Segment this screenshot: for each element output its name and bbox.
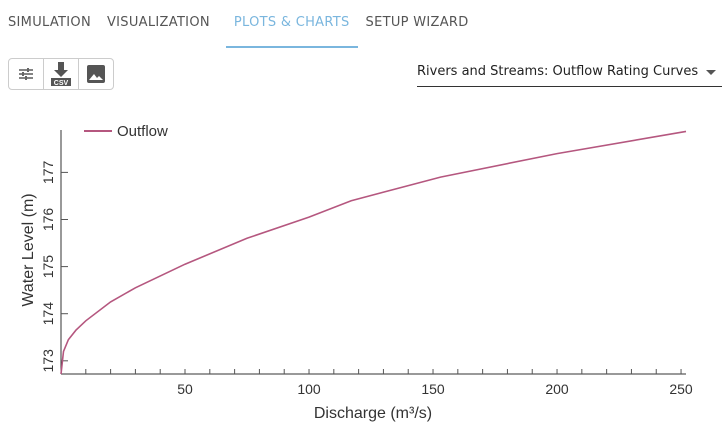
main-tabs: SIMULATION VISUALIZATION PLOTS & CHARTS … [0, 0, 477, 48]
save-image-button[interactable] [79, 59, 113, 89]
sliders-icon [19, 68, 33, 80]
tab-setup-wizard[interactable]: SETUP WIZARD [365, 15, 469, 30]
csv-badge: CSV [54, 80, 69, 87]
image-icon [87, 65, 105, 83]
x-axis-label: Discharge (m³/s) [314, 405, 432, 422]
x-tick-label: 50 [177, 381, 193, 397]
y-tick-label: 175 [40, 255, 56, 279]
download-csv-button[interactable]: CSV [44, 59, 79, 89]
download-csv-icon: CSV [51, 62, 71, 87]
tab-visualization[interactable]: VISUALIZATION [106, 15, 210, 30]
settings-button[interactable] [9, 59, 44, 89]
series-line-outflow [60, 130, 687, 375]
chevron-down-icon [706, 70, 716, 75]
x-tick-label: 100 [297, 381, 321, 397]
x-tick-label: 200 [545, 381, 569, 397]
y-tick-label: 173 [40, 349, 56, 373]
x-tick-label: 150 [421, 381, 445, 397]
tab-simulation[interactable]: SIMULATION [8, 15, 91, 30]
chart-selector[interactable]: Rivers and Streams: Outflow Rating Curve… [417, 60, 722, 87]
tab-plots-charts[interactable]: PLOTS & CHARTS [225, 0, 358, 48]
chart-toolbar: CSV [8, 58, 114, 90]
x-tick-label: 250 [669, 381, 693, 397]
y-tick-label: 177 [40, 161, 56, 185]
y-axis-label: Water Level (m) [20, 193, 37, 306]
legend-label: Outflow [117, 123, 168, 140]
chart-selector-value: Rivers and Streams: Outflow Rating Curve… [417, 64, 699, 79]
y-tick-label: 176 [40, 208, 56, 232]
y-tick-label: 174 [40, 302, 56, 326]
